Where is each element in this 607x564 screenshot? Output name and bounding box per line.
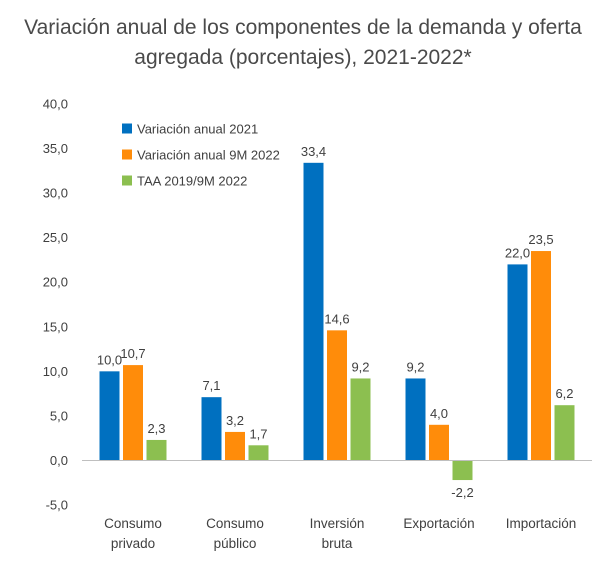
data-label: -2,2: [451, 485, 473, 500]
bar-2-1: [123, 365, 143, 461]
y-tick-label: 30,0: [43, 186, 68, 201]
y-tick-label: 40,0: [43, 97, 68, 112]
x-category-label: Consumo: [206, 516, 264, 531]
data-label: 33,4: [301, 144, 326, 159]
data-label: 23,5: [528, 232, 553, 247]
bar-1-3: [303, 162, 324, 461]
legend-swatch: [122, 175, 132, 186]
legend-label: Variación anual 2021: [137, 122, 258, 137]
y-tick-label: 25,0: [43, 230, 68, 245]
bar-2-2: [225, 431, 245, 461]
bar-1-2: [201, 397, 222, 461]
data-label: 6,2: [555, 386, 573, 401]
legend-swatch: [122, 149, 132, 160]
y-tick-label: 35,0: [43, 141, 68, 156]
y-tick-label: 10,0: [43, 364, 68, 379]
data-label: 9,2: [351, 359, 369, 374]
data-label: 14,6: [324, 311, 349, 326]
legend: Variación anual 2021 Variación anual 9M 2…: [122, 122, 280, 189]
legend-label: Variación anual 9M 2022: [137, 148, 280, 163]
data-labels: 10,010,7 2,3 7,1 3,2 1,7 33,4 14,6 9,2 9,2 4,0 -2,…: [97, 144, 574, 500]
bar-3-1: [146, 439, 167, 461]
data-label: 9,2: [406, 359, 424, 374]
bar-3-3: [350, 378, 371, 461]
x-category-label: Importación: [506, 516, 577, 531]
chart-title-line-2: agregada (porcentajes), 2021-2022*: [134, 46, 471, 69]
x-category-label: Consumo: [104, 516, 162, 531]
bar-3-4: [452, 460, 473, 481]
bar-1-1: [99, 371, 120, 461]
y-tick-label: -5,0: [46, 498, 68, 513]
bar-3-2: [248, 445, 269, 461]
bar-2-5: [531, 251, 551, 461]
x-category-label: público: [214, 536, 257, 551]
data-label: 2,3: [147, 421, 165, 436]
data-label: 10,0: [97, 352, 122, 367]
data-label: 1,7: [249, 426, 267, 441]
data-label: 22,0: [505, 245, 530, 260]
y-tick-label: 15,0: [43, 319, 68, 334]
x-category-label: privado: [111, 536, 155, 551]
y-tick-label: 0,0: [50, 453, 68, 468]
bar-1-4: [405, 378, 426, 461]
bar-1-5: [507, 264, 528, 461]
data-label: 10,7: [120, 346, 145, 361]
data-label: 7,1: [202, 378, 220, 393]
bar-3-5: [554, 405, 575, 461]
bar-series-group: [99, 162, 575, 481]
bar-2-4: [429, 424, 449, 461]
legend-swatch: [122, 123, 132, 134]
y-tick-label: 5,0: [50, 408, 68, 423]
x-category-label: Exportación: [403, 516, 474, 531]
x-category-label: Inversión: [310, 516, 365, 531]
data-label: 4,0: [430, 406, 448, 421]
x-category-label: bruta: [322, 536, 353, 551]
legend-label: TAA 2019/9M 2022: [137, 174, 247, 189]
x-axis-category-labels: Consumo privado Consumo público Inversión bru…: [104, 516, 576, 551]
data-label: 3,2: [226, 413, 244, 428]
y-axis: -5,0 0,0 5,0 10,0 15,0 20,0 25,0 30,0 35,0 40,0: [43, 97, 68, 513]
chart-title-line-1: Variación anual de los componentes de la…: [24, 16, 582, 39]
bar-2-3: [327, 330, 347, 461]
y-tick-label: 20,0: [43, 275, 68, 290]
